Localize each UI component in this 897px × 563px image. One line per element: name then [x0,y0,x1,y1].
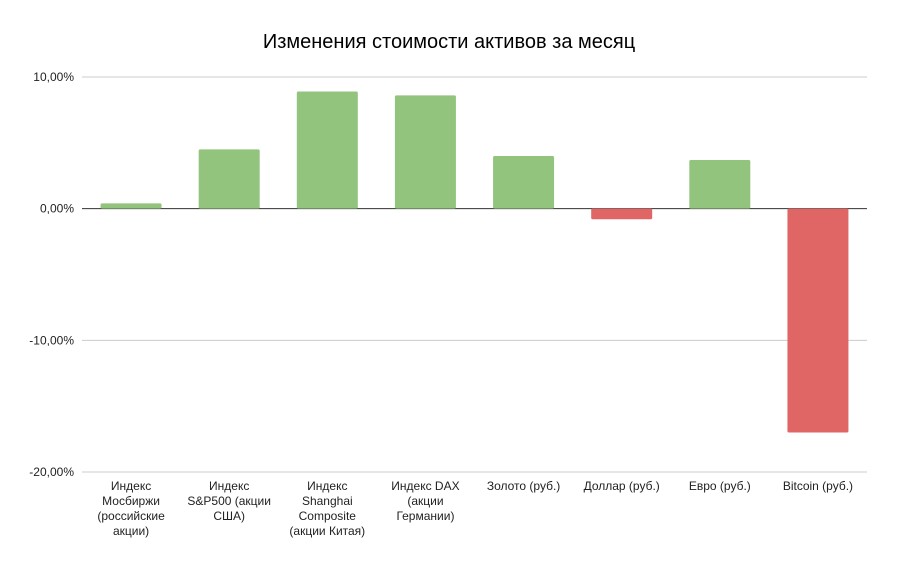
x-category-label: Доллар (руб.) [584,479,660,493]
x-axis-labels: Индекс Мосбиржи (российские акции) Индекс S&P… [97,479,853,538]
gridlines [82,76,867,473]
x-category-label: Индекс Мосбиржи (российские акции) [97,479,165,538]
y-tick-label: 0,00% [40,202,74,216]
bar [493,156,555,209]
bar [394,95,456,209]
x-category-label: Индекс DAX (акции Германии) [391,479,459,523]
y-tick-label: -20,00% [29,465,74,479]
y-axis-ticks: 10,00% 0,00% -10,00% -20,00% [29,70,74,479]
x-category-label: Золото (руб.) [487,479,560,493]
chart-title: Изменения стоимости активов за месяц [263,31,635,53]
y-tick-label: 10,00% [33,70,74,84]
x-category-label: Евро (руб.) [689,479,751,493]
bar [591,208,653,220]
x-category-label: Bitcoin (руб.) [783,479,853,493]
bar [198,149,260,209]
bar [296,91,358,209]
x-category-label: Индекс Shanghai Composite (акции Китая) [289,479,365,538]
bar [100,203,162,209]
bars [100,91,849,433]
x-category-label: Индекс S&P500 (акции США) [187,479,271,523]
bar [689,159,751,209]
bar [787,208,849,433]
y-tick-label: -10,00% [29,333,74,347]
